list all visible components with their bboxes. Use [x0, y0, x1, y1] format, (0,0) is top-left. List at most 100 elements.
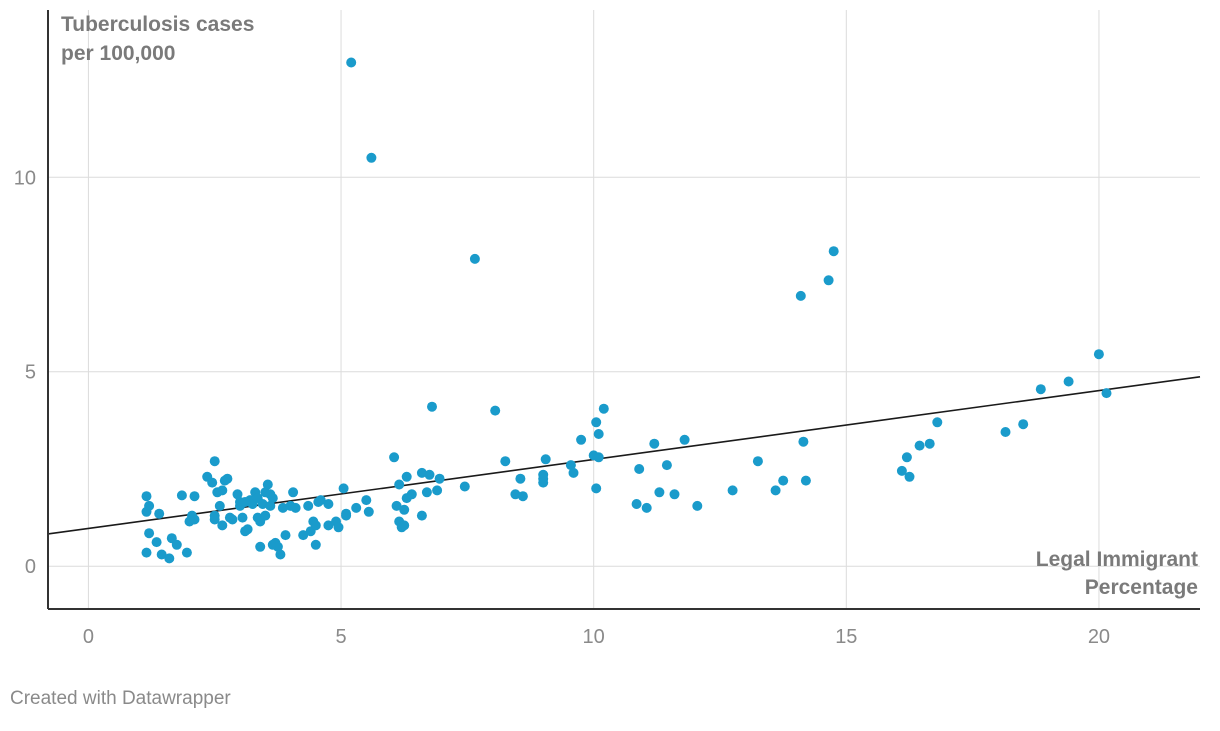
data-point: [242, 524, 253, 535]
data-point: [1000, 427, 1011, 437]
data-point: [416, 510, 427, 521]
data-point: [692, 500, 703, 511]
data-point: [641, 502, 652, 513]
data-point: [181, 547, 192, 558]
data-point: [156, 549, 167, 560]
data-point: [770, 485, 781, 496]
data-point: [631, 499, 642, 509]
data-point: [290, 502, 301, 513]
axis-layer: [47, 10, 1200, 610]
data-point: [1101, 388, 1112, 399]
data-point: [222, 473, 233, 484]
data-point: [323, 520, 334, 531]
y-axis-title-line: per 100,000: [61, 42, 175, 65]
data-point: [303, 500, 314, 511]
data-point: [649, 438, 660, 449]
data-point: [598, 403, 609, 414]
data-point: [366, 152, 377, 163]
data-point: [310, 520, 321, 531]
y-axis-title: Tuberculosis cases per 100,000: [61, 13, 254, 65]
data-point: [727, 485, 738, 496]
data-point: [275, 549, 286, 560]
data-point: [141, 547, 152, 558]
data-point: [227, 514, 238, 525]
y-tick-label: 10: [14, 167, 36, 189]
data-point: [171, 539, 182, 550]
x-tick-label: 15: [835, 626, 857, 648]
data-point: [217, 485, 228, 496]
data-point: [540, 454, 551, 465]
data-point: [265, 500, 276, 511]
data-points-layer: [141, 57, 1112, 564]
data-point: [517, 491, 528, 502]
data-point: [896, 465, 907, 476]
data-point: [351, 502, 362, 513]
data-point: [828, 246, 839, 257]
data-point: [237, 512, 248, 523]
data-point: [904, 471, 915, 482]
data-point: [654, 487, 665, 498]
data-point: [298, 530, 309, 541]
data-point: [310, 539, 321, 550]
data-point: [591, 417, 602, 428]
data-point: [389, 452, 400, 463]
data-point: [500, 456, 511, 467]
data-point: [394, 479, 405, 490]
data-point: [151, 537, 162, 548]
x-tick-label: 0: [83, 626, 94, 648]
data-point: [565, 460, 576, 471]
data-point: [634, 464, 645, 474]
data-point: [679, 434, 690, 445]
credit-text: Created with Datawrapper: [10, 688, 231, 709]
data-point: [1035, 384, 1046, 395]
data-point: [164, 553, 175, 564]
y-tick-label: 0: [25, 556, 36, 578]
data-point: [399, 504, 410, 515]
data-point: [341, 510, 352, 521]
data-point: [568, 467, 579, 478]
data-point: [914, 440, 925, 451]
data-point: [795, 290, 806, 301]
data-point: [323, 499, 334, 509]
data-point: [288, 487, 299, 498]
data-point: [459, 481, 470, 492]
data-point: [232, 489, 243, 500]
data-point: [209, 456, 220, 467]
labels-layer: 0 5 10 15 20 0 5 10 Tuberculosis cases per 100,00…: [14, 13, 1198, 648]
data-point: [257, 499, 268, 509]
data-point: [209, 514, 220, 525]
data-point: [189, 491, 200, 502]
data-point: [593, 452, 604, 463]
x-axis-title: Legal Immigrant Percentage: [1036, 548, 1198, 599]
data-point: [932, 417, 943, 428]
x-tick-label: 5: [335, 626, 346, 648]
data-point: [427, 401, 437, 412]
data-point: [591, 483, 602, 494]
y-axis-title-line: Tuberculosis cases: [61, 13, 254, 36]
data-point: [661, 460, 672, 471]
data-point: [391, 500, 402, 511]
data-point: [1018, 419, 1029, 430]
data-point: [401, 471, 412, 482]
data-point: [593, 429, 604, 439]
data-point: [434, 473, 445, 484]
data-point: [277, 502, 288, 513]
data-point: [510, 489, 521, 500]
data-point: [144, 528, 155, 539]
data-point: [255, 541, 266, 552]
data-point: [800, 475, 811, 486]
data-point: [363, 506, 374, 517]
data-point: [333, 522, 344, 533]
data-point: [416, 467, 427, 478]
data-point: [432, 485, 443, 496]
data-point: [214, 500, 225, 511]
data-point: [315, 495, 326, 506]
data-point: [1093, 349, 1104, 360]
data-point: [262, 479, 273, 490]
data-point: [361, 495, 372, 506]
data-point: [538, 477, 549, 488]
data-point: [515, 473, 526, 484]
data-point: [798, 436, 809, 447]
